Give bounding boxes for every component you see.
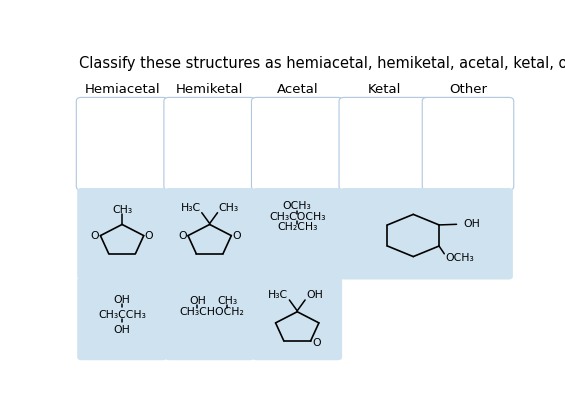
Text: OH: OH [306, 290, 323, 300]
FancyBboxPatch shape [251, 98, 343, 190]
Text: OH: OH [114, 325, 131, 334]
Text: OCH₃: OCH₃ [445, 253, 474, 263]
FancyBboxPatch shape [77, 277, 167, 360]
FancyBboxPatch shape [165, 188, 254, 280]
FancyBboxPatch shape [339, 98, 431, 190]
FancyBboxPatch shape [340, 188, 513, 280]
FancyBboxPatch shape [76, 98, 168, 190]
Text: O: O [179, 231, 187, 241]
Text: CH₃: CH₃ [112, 205, 132, 214]
Text: OCH₃: OCH₃ [283, 202, 312, 212]
Text: O: O [145, 231, 153, 241]
Text: CH₂CH₃: CH₂CH₃ [277, 222, 318, 232]
Text: OH: OH [189, 296, 206, 306]
Text: O: O [91, 231, 99, 241]
Text: CH₃: CH₃ [219, 203, 238, 213]
Text: O: O [232, 231, 241, 241]
Text: Acetal: Acetal [276, 83, 318, 96]
Text: O: O [313, 339, 321, 349]
Text: Other: Other [449, 83, 487, 96]
Text: Hemiketal: Hemiketal [176, 83, 244, 96]
Text: OH: OH [463, 219, 480, 229]
Text: Classify these structures as hemiacetal, hemiketal, acetal, ketal, or other.: Classify these structures as hemiacetal,… [79, 56, 565, 71]
Text: H₃C: H₃C [268, 290, 289, 300]
FancyBboxPatch shape [165, 277, 254, 360]
Text: H₃C: H₃C [181, 203, 201, 213]
FancyBboxPatch shape [253, 277, 342, 360]
Text: Hemiacetal: Hemiacetal [84, 83, 160, 96]
Text: CH₃: CH₃ [217, 296, 237, 306]
FancyBboxPatch shape [422, 98, 514, 190]
FancyBboxPatch shape [253, 188, 342, 280]
FancyBboxPatch shape [164, 98, 255, 190]
Text: CH₃COCH₃: CH₃COCH₃ [269, 212, 325, 222]
Text: Ketal: Ketal [368, 83, 402, 96]
Text: OH: OH [114, 295, 131, 305]
Text: CH₃CHOCH₂: CH₃CHOCH₂ [180, 307, 245, 316]
Text: CH₃CCH₃: CH₃CCH₃ [98, 310, 146, 320]
FancyBboxPatch shape [77, 188, 167, 280]
